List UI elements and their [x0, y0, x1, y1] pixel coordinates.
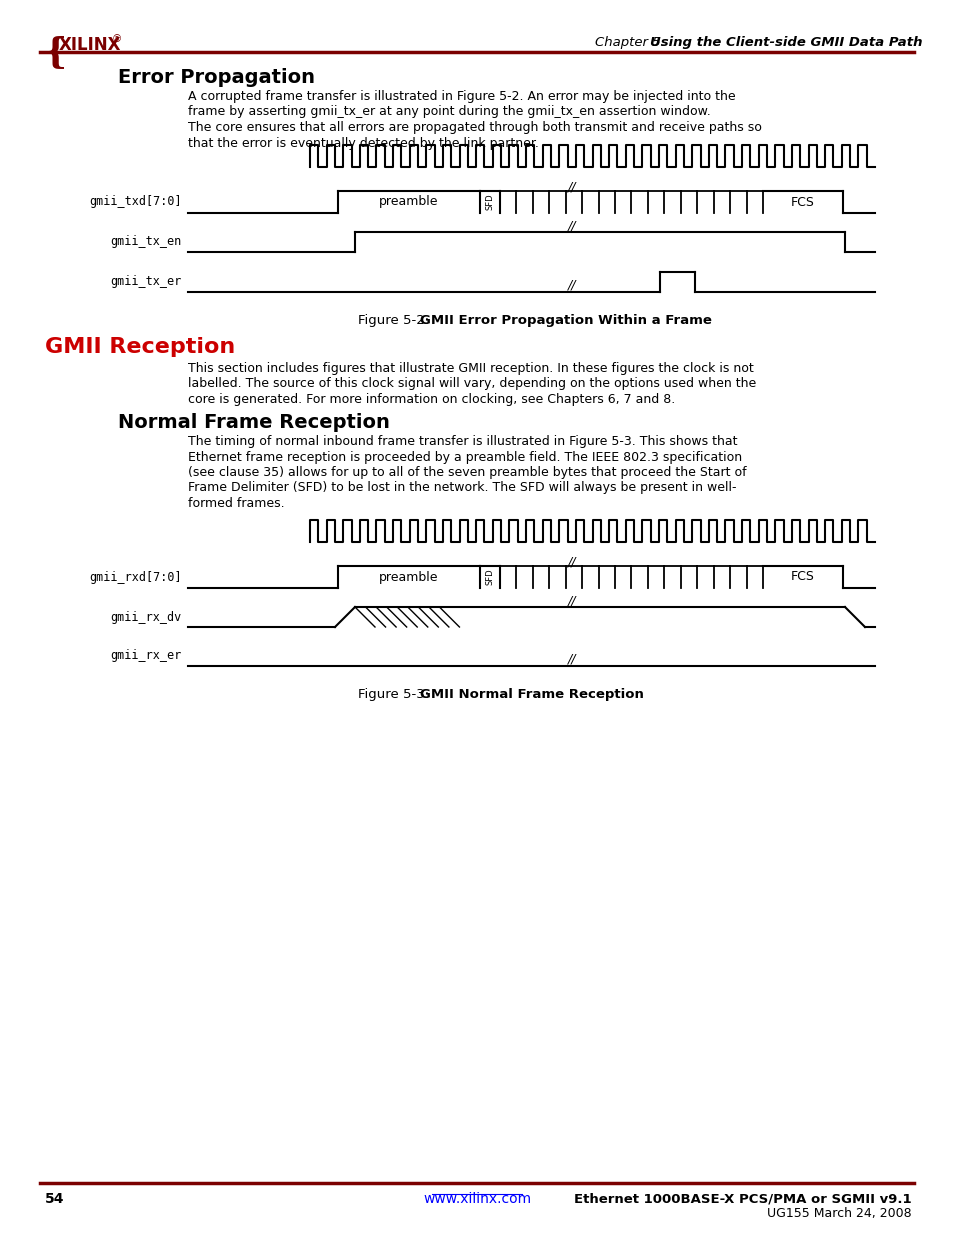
Text: gmii_rxd[7:0]: gmii_rxd[7:0]: [90, 571, 182, 583]
Text: GMII Reception: GMII Reception: [45, 337, 235, 357]
Text: //: //: [567, 180, 576, 194]
Text: UG155 March 24, 2008: UG155 March 24, 2008: [766, 1207, 911, 1220]
Text: gmii_tx_en: gmii_tx_en: [111, 236, 182, 248]
Text: gmii_txd[7:0]: gmii_txd[7:0]: [90, 195, 182, 209]
Text: 54: 54: [45, 1192, 65, 1207]
Text: //: //: [567, 220, 576, 232]
Text: GMII Error Propagation Within a Frame: GMII Error Propagation Within a Frame: [419, 314, 711, 327]
Text: This section includes figures that illustrate GMII reception. In these figures t: This section includes figures that illus…: [188, 362, 753, 375]
Text: {: {: [44, 35, 67, 69]
Text: preamble: preamble: [379, 571, 438, 583]
Text: ®: ®: [112, 35, 122, 44]
Text: Figure 5-2:: Figure 5-2:: [357, 314, 429, 327]
Text: preamble: preamble: [379, 195, 438, 209]
Text: Chapter 5:: Chapter 5:: [595, 36, 673, 49]
Text: gmii_rx_er: gmii_rx_er: [111, 650, 182, 662]
Text: Normal Frame Reception: Normal Frame Reception: [118, 412, 390, 432]
Text: formed frames.: formed frames.: [188, 496, 284, 510]
Text: (see clause 35) allows for up to all of the seven preamble bytes that proceed th: (see clause 35) allows for up to all of …: [188, 466, 746, 479]
Text: frame by asserting gmii_tx_er at any point during the gmii_tx_en assertion windo: frame by asserting gmii_tx_er at any poi…: [188, 105, 710, 119]
Text: //: //: [567, 652, 576, 666]
Text: labelled. The source of this clock signal will vary, depending on the options us: labelled. The source of this clock signa…: [188, 378, 756, 390]
Text: gmii_rx_dv: gmii_rx_dv: [111, 610, 182, 624]
Text: The timing of normal inbound frame transfer is illustrated in Figure 5-3. This s: The timing of normal inbound frame trans…: [188, 435, 737, 448]
Text: GMII Normal Frame Reception: GMII Normal Frame Reception: [419, 688, 643, 701]
Text: Frame Delimiter (SFD) to be lost in the network. The SFD will always be present : Frame Delimiter (SFD) to be lost in the …: [188, 482, 736, 494]
Text: FCS: FCS: [790, 571, 814, 583]
Text: gmii_tx_er: gmii_tx_er: [111, 275, 182, 289]
Text: SFD: SFD: [485, 568, 494, 585]
Text: The core ensures that all errors are propagated through both transmit and receiv: The core ensures that all errors are pro…: [188, 121, 761, 135]
Text: A corrupted frame transfer is illustrated in Figure 5-2. An error may be injecte: A corrupted frame transfer is illustrate…: [188, 90, 735, 103]
Text: that the error is eventually detected by the link partner.: that the error is eventually detected by…: [188, 137, 538, 149]
Text: //: //: [567, 279, 576, 291]
Text: core is generated. For more information on clocking, see Chapters 6, 7 and 8.: core is generated. For more information …: [188, 393, 675, 406]
Text: //: //: [567, 556, 576, 568]
Text: XILINX: XILINX: [59, 36, 121, 54]
Text: //: //: [567, 594, 576, 608]
Text: FCS: FCS: [790, 195, 814, 209]
Text: SFD: SFD: [485, 194, 494, 210]
Text: www.xilinx.com: www.xilinx.com: [422, 1192, 531, 1207]
Text: Ethernet 1000BASE-X PCS/PMA or SGMII v9.1: Ethernet 1000BASE-X PCS/PMA or SGMII v9.…: [574, 1192, 911, 1205]
Text: Using the Client-side GMII Data Path: Using the Client-side GMII Data Path: [649, 36, 922, 49]
Text: Error Propagation: Error Propagation: [118, 68, 314, 86]
Text: Ethernet frame reception is proceeded by a preamble field. The IEEE 802.3 specif: Ethernet frame reception is proceeded by…: [188, 451, 741, 463]
Text: Figure 5-3:: Figure 5-3:: [357, 688, 429, 701]
